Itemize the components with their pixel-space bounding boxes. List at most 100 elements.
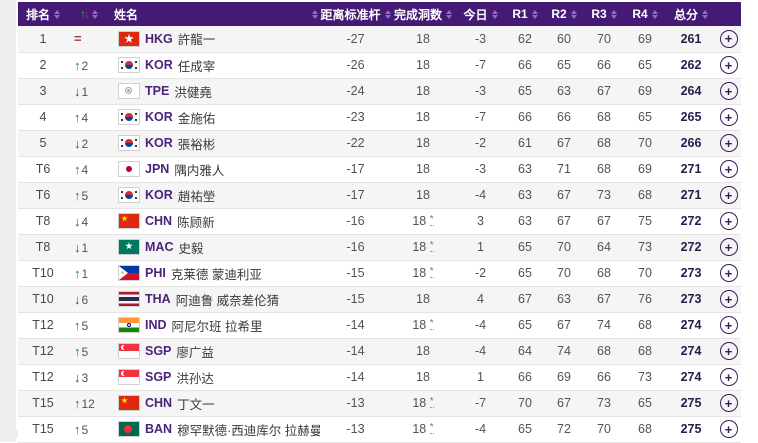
name-cell: KOR 張裕彬 <box>110 130 320 156</box>
r3-cell: 67 <box>597 292 611 306</box>
movement-value: 3 <box>81 370 89 385</box>
expand-cell: + <box>716 26 741 52</box>
total-cell: 262 <box>680 58 702 72</box>
plus-circle-icon[interactable]: + <box>719 342 738 360</box>
flag-tha-icon <box>118 291 140 307</box>
plus-circle-icon[interactable]: + <box>719 212 738 230</box>
plus-circle-icon[interactable]: + <box>719 134 738 152</box>
header-today[interactable]: 今日 <box>455 2 506 26</box>
holes-cell: 18 * <box>412 318 434 332</box>
rank-cell: T12 <box>32 344 54 358</box>
movement-value: 1 <box>81 266 89 281</box>
table-row[interactable]: T8 ↓1 MAC 史毅 -16 18 * 1 65 70 64 73 272 … <box>18 234 741 260</box>
rank-cell: T8 <box>35 214 51 228</box>
player-name: 任成宰 <box>177 59 216 74</box>
movement-value: 5 <box>81 318 89 333</box>
table-row[interactable]: 4 ↑4 KOR 金施佑 -23 18 -7 66 66 68 65 265 + <box>18 104 741 130</box>
plus-circle-icon[interactable]: + <box>719 368 738 386</box>
movement-value: 2 <box>81 136 89 151</box>
country-code: CHN <box>145 214 173 228</box>
r4-cell: 70 <box>638 136 652 150</box>
plus-circle-icon[interactable]: + <box>719 316 738 334</box>
header-expand <box>716 2 741 26</box>
player-name: 穆罕默德·西迪库尔 拉赫曼 <box>177 423 320 438</box>
header-r3[interactable]: R3 <box>584 2 624 26</box>
table-row[interactable]: T15 ↑12 CHN 丁文一 -13 18 * -7 70 67 73 65 … <box>18 390 741 416</box>
r3-cell: 67 <box>597 214 611 228</box>
r4-cell: 68 <box>638 318 652 332</box>
plus-circle-icon[interactable]: + <box>719 108 738 126</box>
movement-cell: ↑12 <box>68 390 110 416</box>
header-rank[interactable]: 排名 <box>18 2 68 26</box>
total-cell: 271 <box>680 162 702 176</box>
r1-cell: 63 <box>518 188 532 202</box>
header-r4[interactable]: R4 <box>624 2 666 26</box>
table-row[interactable]: 3 ↓1 TPE 洪健堯 -24 18 -3 65 63 67 69 264 + <box>18 78 741 104</box>
to-par-cell: -16 <box>346 214 365 228</box>
header-name[interactable]: 姓名 <box>110 2 320 26</box>
table-row[interactable]: T6 ↑4 JPN 隅内雅人 -17 18 -3 63 71 68 69 271… <box>18 156 741 182</box>
plus-circle-icon[interactable]: + <box>719 29 738 48</box>
player-name: 洪健堯 <box>174 85 212 100</box>
down-arrow-icon: ↓ <box>74 291 81 307</box>
plus-circle-icon[interactable]: + <box>719 56 738 74</box>
plus-circle-icon[interactable]: + <box>719 420 738 438</box>
table-row[interactable]: T8 ↓4 CHN 陈顾新 -16 18 * 3 63 67 67 75 272… <box>18 208 741 234</box>
table-row[interactable]: T12 ↑5 SGP 廖广益 -14 18 -4 64 74 68 68 274… <box>18 338 741 364</box>
to-par-cell: -24 <box>346 84 365 98</box>
table-row[interactable]: T6 ↑5 KOR 趙祐塋 -17 18 -4 63 67 73 68 271 … <box>18 182 741 208</box>
holes-cell: 18 * <box>412 422 434 436</box>
r3-cell: 66 <box>597 58 611 72</box>
header-total[interactable]: 总分 <box>666 2 716 26</box>
plus-circle-icon[interactable]: + <box>719 160 738 178</box>
expand-cell: + <box>716 78 741 104</box>
plus-circle-icon[interactable]: + <box>719 82 738 100</box>
name-cell: SGP 洪孙达 <box>110 364 320 390</box>
up-arrow-icon: ↑ <box>74 421 81 437</box>
leaderboard-table: 排名 ↑ ↓ 姓名 距离标准杆 完成洞数 今日 R1 R2 <box>18 2 741 443</box>
table-row[interactable]: 1 = HKG 許龍一 -27 18 -3 62 60 70 69 261 + <box>18 26 741 52</box>
r1-cell: 65 <box>518 84 532 98</box>
movement-value: 12 <box>81 396 95 411</box>
header-movement[interactable]: ↑ ↓ <box>68 2 110 26</box>
movement-value: 1 <box>81 240 89 255</box>
up-arrow-icon: ↑ <box>74 317 81 333</box>
table-row[interactable]: T15 ↑5 BAN 穆罕默德·西迪库尔 拉赫曼 -13 18 * -4 65 … <box>18 416 741 442</box>
header-holes[interactable]: 完成洞数 <box>391 2 455 26</box>
name-cell: CHN 丁文一 <box>110 390 320 416</box>
r4-cell: 69 <box>638 84 652 98</box>
plus-circle-icon[interactable]: + <box>719 186 738 204</box>
player-name: 許龍一 <box>177 33 216 48</box>
total-cell: 275 <box>680 396 702 410</box>
table-row[interactable]: T12 ↓3 SGP 洪孙达 -14 18 1 66 69 66 73 274 … <box>18 364 741 390</box>
no-change-icon: = <box>74 31 83 47</box>
total-cell: 271 <box>680 188 702 202</box>
movement-cell: ↓1 <box>68 78 110 104</box>
table-row[interactable]: 5 ↓2 KOR 張裕彬 -22 18 -2 61 67 68 70 266 + <box>18 130 741 156</box>
table-row[interactable]: T10 ↑1 PHI 克莱德 蒙迪利亚 -15 18 * -2 65 70 68… <box>18 260 741 286</box>
plus-circle-icon[interactable]: + <box>719 238 738 256</box>
table-row[interactable]: T12 ↑5 IND 阿尼尔班 拉希里 -14 18 * -4 65 67 74… <box>18 312 741 338</box>
total-cell: 266 <box>680 136 702 150</box>
r3-cell: 68 <box>597 110 611 124</box>
name-cell: KOR 任成宰 <box>110 52 320 78</box>
plus-circle-icon[interactable]: + <box>719 394 738 412</box>
movement-cell: ↓6 <box>68 286 110 312</box>
movement-cell: ↑5 <box>68 312 110 338</box>
header-r2-label: R2 <box>551 7 567 21</box>
sort-icon <box>92 9 98 19</box>
up-arrow-icon: ↑ <box>74 265 81 281</box>
expand-cell: + <box>716 260 741 286</box>
expand-cell: + <box>716 156 741 182</box>
plus-circle-icon[interactable]: + <box>719 290 738 308</box>
table-row[interactable]: T10 ↓6 THA 阿迪鲁 威奈差伦猜 -15 18 4 67 63 67 7… <box>18 286 741 312</box>
r3-cell: 64 <box>597 240 611 254</box>
header-r1[interactable]: R1 <box>506 2 544 26</box>
flag-phi-icon <box>118 265 140 281</box>
header-r2[interactable]: R2 <box>544 2 584 26</box>
r4-cell: 69 <box>638 31 652 46</box>
table-row[interactable]: 2 ↑2 KOR 任成宰 -26 18 -7 66 65 66 65 262 + <box>18 52 741 78</box>
plus-circle-icon[interactable]: + <box>719 264 738 282</box>
header-to-par[interactable]: 距离标准杆 <box>320 2 391 26</box>
name-cell: THA 阿迪鲁 威奈差伦猜 <box>110 286 320 312</box>
